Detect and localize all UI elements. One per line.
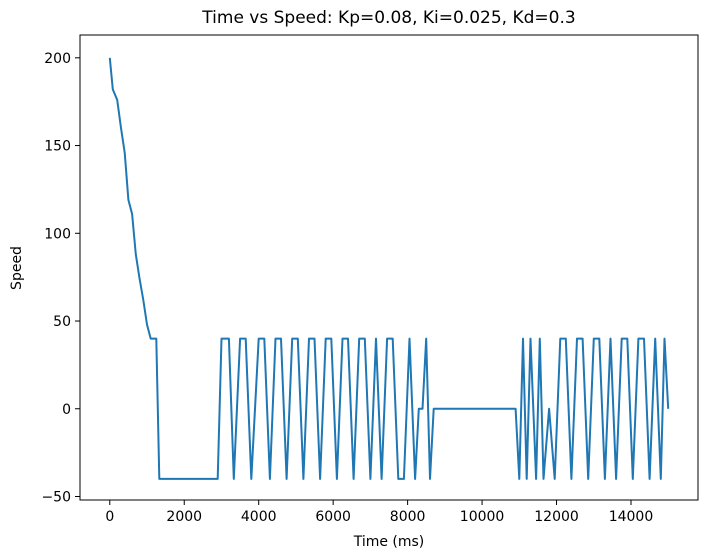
x-axis: 0 2000 4000 6000 8000 10000 12000 14000 [105,500,653,525]
chart-title: Time vs Speed: Kp=0.08, Ki=0.025, Kd=0.3 [201,8,575,28]
plot-frame [79,34,699,501]
x-tick-label: 12000 [534,509,579,525]
x-axis-label: Time (ms) [353,534,425,550]
x-tick-label: 0 [105,509,114,525]
y-tick-label: 100 [44,226,71,242]
x-tick-label: 4000 [241,509,277,525]
y-axis-label: Speed [9,246,25,290]
x-tick-label: 14000 [609,509,654,525]
x-tick-label: 8000 [390,509,426,525]
x-tick-label: 2000 [166,509,202,525]
y-tick-label: 150 [44,139,71,155]
y-tick-label: 0 [62,402,71,418]
series-layer [108,57,670,480]
y-axis: −50 0 50 100 150 200 [41,51,80,505]
y-tick-label: −50 [41,489,71,505]
x-tick-label: 6000 [315,509,351,525]
speed-series-line [108,57,670,480]
x-tick-label: 10000 [460,509,505,525]
y-tick-label: 200 [44,51,71,67]
y-tick-label: 50 [53,314,71,330]
